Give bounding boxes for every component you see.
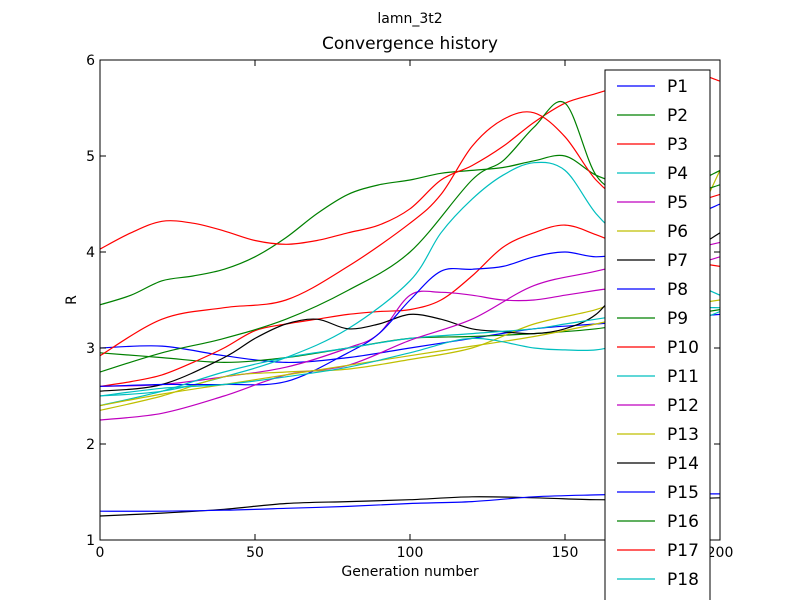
legend-box [604,69,711,600]
legend-label-p17: P17 [667,541,699,561]
chart-title: Convergence history [322,34,498,54]
figure-suptitle: lamn_3t2 [377,11,442,27]
legend-label-p14: P14 [667,454,699,474]
x-tick-label: 150 [552,545,579,561]
legend-label-p10: P10 [667,338,699,358]
tick-layer: 0 50 100 150 200 1 2 3 4 5 6 [86,53,733,561]
y-tick-label: 5 [86,149,95,165]
legend-label-p6: P6 [667,222,688,242]
legend-label-p15: P15 [667,483,699,503]
legend: P1 P2 P3 P4 P5 P6 P7 P8 P9 P10 P11 P12 P13 P14 P15 P16 P… [604,69,711,600]
x-axis-label: Generation number [341,564,478,580]
y-tick-label: 2 [86,437,95,453]
legend-label-p4: P4 [667,164,688,184]
legend-label-p12: P12 [667,396,699,416]
legend-label-p2: P2 [667,106,688,126]
x-tick-label: 100 [397,545,424,561]
x-tick-label: 0 [96,545,105,561]
x-tick-label: 200 [707,545,734,561]
y-axis-label: R [64,295,80,305]
legend-label-p7: P7 [667,251,688,271]
legend-label-p3: P3 [667,135,688,155]
y-tick-label: 4 [86,245,95,261]
legend-label-p18: P18 [667,570,699,590]
y-tick-label: 6 [86,53,95,69]
legend-label-p9: P9 [667,309,688,329]
y-tick-label: 1 [86,533,95,549]
x-tick-label: 50 [246,545,264,561]
legend-label-p1: P1 [667,77,688,97]
legend-label-p13: P13 [667,425,699,445]
legend-label-p16: P16 [667,512,699,532]
y-tick-label: 3 [86,341,95,357]
legend-label-p5: P5 [667,193,688,213]
legend-label-p11: P11 [667,367,699,387]
legend-label-p8: P8 [667,280,688,300]
